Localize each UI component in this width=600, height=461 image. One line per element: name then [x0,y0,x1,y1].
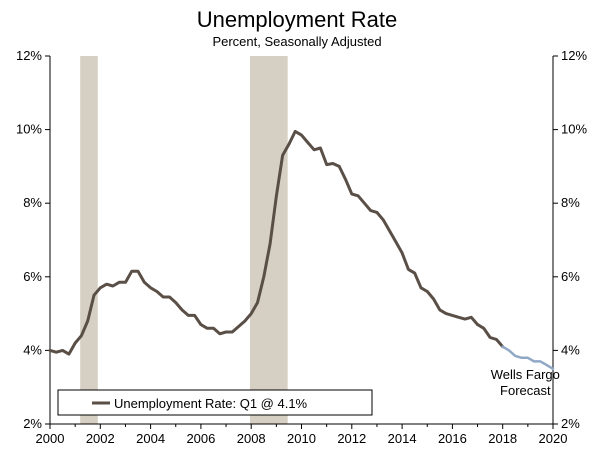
y-tick-label-left: 4% [23,342,42,357]
x-tick-label: 2010 [287,431,316,446]
y-tick-label-left: 10% [16,122,42,137]
y-tick-label-left: 8% [23,195,42,210]
y-tick-label-right: 12% [561,48,587,63]
chart-title: Unemployment Rate [197,7,398,32]
y-tick-label-right: 10% [561,122,587,137]
y-tick-label-right: 8% [561,195,580,210]
y-tick-label-right: 6% [561,269,580,284]
y-tick-label-right: 2% [561,416,580,431]
x-tick-label: 2012 [337,431,366,446]
x-tick-label: 2018 [488,431,517,446]
x-tick-label: 2000 [36,431,65,446]
forecast-annotation: Wells Fargo Forecast [491,367,560,398]
y-tick-label-left: 2% [23,416,42,431]
x-tick-label: 2020 [539,431,568,446]
y-tick-label-left: 6% [23,269,42,284]
forecast-annotation-line-1: Wells Fargo [491,367,560,382]
recession-shading-group [80,56,288,424]
x-tick-label: 2008 [237,431,266,446]
x-tick-label: 2006 [186,431,215,446]
x-tick-label: 2002 [86,431,115,446]
chart-subtitle: Percent, Seasonally Adjusted [212,34,381,49]
series-lines-group [48,129,555,371]
y-tick-label-right: 4% [561,342,580,357]
recession-band-2 [249,56,288,424]
legend-label: Unemployment Rate: Q1 @ 4.1% [114,396,308,411]
x-tick-label: 2004 [136,431,165,446]
series-line-forecast [501,345,555,371]
recession-band-1 [80,56,98,424]
axes-group: 2% 2% 4% 4% 6% 6% 8% 8% 10% 10% 12% 12% 2000 2002 2004… [16,48,587,446]
y-tick-label-left: 12% [16,48,42,63]
legend: Unemployment Rate: Q1 @ 4.1% [57,389,373,416]
series-line-actual [48,129,505,356]
forecast-annotation-line-2: Forecast [500,383,551,398]
x-tick-label: 2016 [438,431,467,446]
legend-box [57,389,373,416]
x-tick-label: 2014 [388,431,417,446]
